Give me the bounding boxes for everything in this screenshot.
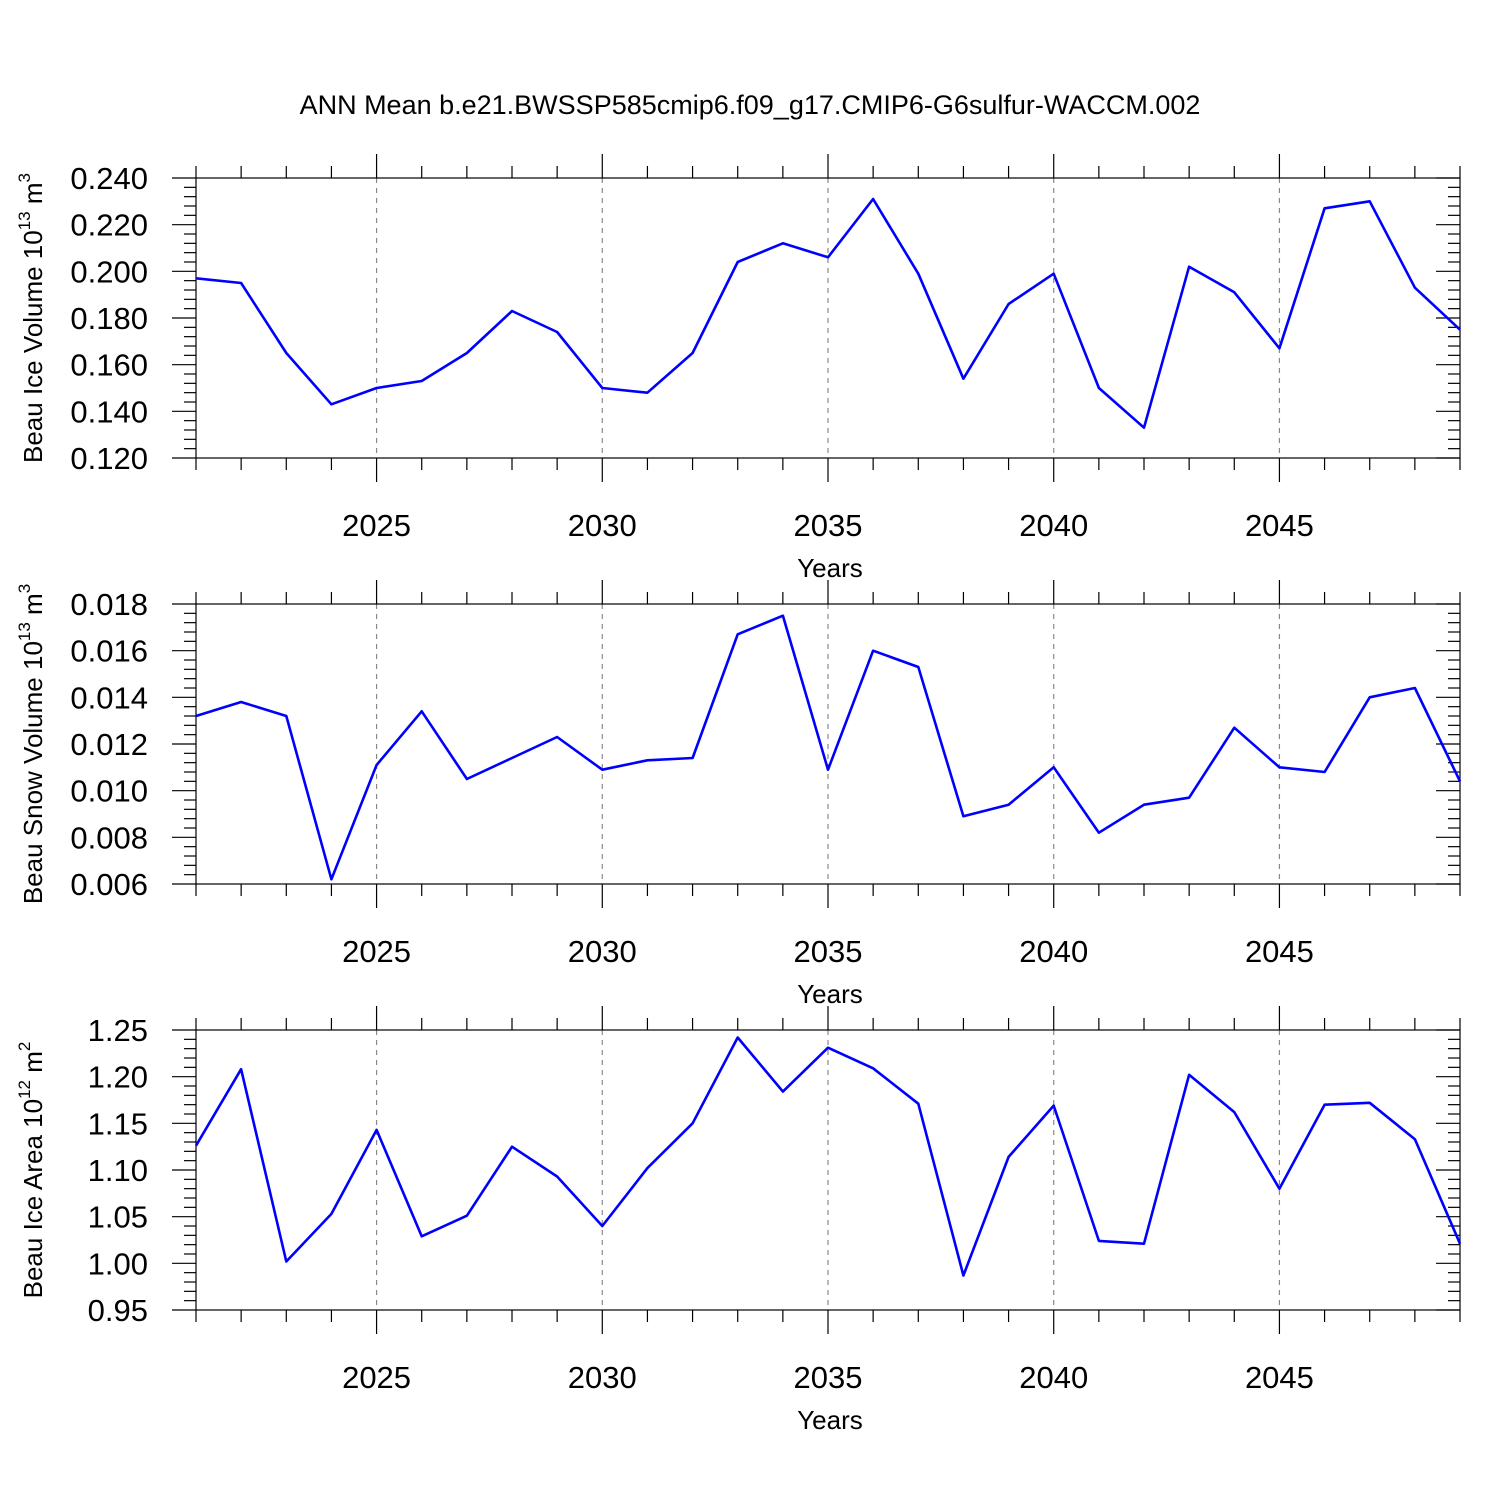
y-axis-label-unit: m (18, 593, 48, 622)
y-tick-label: 0.200 (70, 254, 148, 289)
x-tick-label: 2045 (1245, 508, 1314, 543)
x-axis-label: Years (797, 553, 863, 583)
y-tick-label: 0.018 (70, 587, 148, 622)
y-tick-label: 0.014 (70, 680, 148, 715)
y-tick-label: 1.00 (88, 1246, 148, 1281)
panels: 0.120 0.140 0.160 0.180 0.200 0.220 0.240 2025 2… (15, 154, 1462, 1435)
y-tick-label: 0.006 (70, 867, 148, 902)
x-tick-label: 2025 (342, 508, 411, 543)
x-tick-label: 2035 (794, 508, 863, 543)
y-axis-label: Beau Ice Area 1012 m2 (15, 1042, 48, 1299)
y-tick-label: 0.240 (70, 161, 148, 196)
x-axis-label: Years (797, 979, 863, 1009)
series-line (194, 1036, 1462, 1277)
figure-title: ANN Mean b.e21.BWSSP585cmip6.f09_g17.CMI… (300, 90, 1201, 120)
y-tick-label: 0.95 (88, 1293, 148, 1328)
chart-panel-2: 0.006 0.008 0.010 0.012 0.014 0.016 0.018 2025 2… (15, 580, 1462, 1009)
y-axis-label-unit-exponent: 2 (15, 1042, 34, 1051)
y-axis-label: Beau Ice Volume 1013 m3 (15, 173, 48, 463)
x-axis-label: Years (797, 1405, 863, 1435)
y-axis-label-unit-exponent: 3 (15, 584, 34, 593)
y-tick-label: 0.220 (70, 208, 148, 243)
x-tick-label: 2040 (1019, 934, 1088, 969)
y-axis-label-exponent: 13 (15, 622, 34, 641)
x-tick-label: 2025 (342, 1360, 411, 1395)
y-tick-label: 1.25 (88, 1013, 148, 1048)
x-tick-label: 2045 (1245, 934, 1314, 969)
y-axis-label-unit-exponent: 3 (15, 173, 34, 182)
y-axis-label-text: Beau Snow Volume 10 (18, 641, 48, 904)
y-tick-label: 0.008 (70, 820, 148, 855)
x-tick-label: 2025 (342, 934, 411, 969)
chart-panel-3: 0.95 1.00 1.05 1.10 1.15 1.20 1.25 2025 2030 2035… (15, 1006, 1462, 1435)
x-tick-label: 2035 (794, 934, 863, 969)
y-tick-label: 1.20 (88, 1060, 148, 1095)
y-axis-label-unit: m (18, 1051, 48, 1080)
y-tick-label: 1.10 (88, 1153, 148, 1188)
x-tick-label: 2030 (568, 1360, 637, 1395)
y-axis-label: Beau Snow Volume 1013 m3 (15, 584, 48, 904)
y-tick-label: 0.180 (70, 301, 148, 336)
y-axis-label-exponent: 12 (15, 1080, 34, 1099)
y-tick-label: 0.012 (70, 727, 148, 762)
y-tick-label: 0.120 (70, 441, 148, 476)
y-axis-label-unit: m (18, 182, 48, 211)
series-line (195, 614, 1462, 881)
x-tick-label: 2030 (568, 508, 637, 543)
y-tick-label: 1.05 (88, 1200, 148, 1235)
y-tick-label: 0.140 (70, 394, 148, 429)
y-tick-label: 0.160 (70, 348, 148, 383)
y-axis-label-exponent: 13 (15, 211, 34, 230)
y-tick-label: 0.016 (70, 634, 148, 669)
y-axis-label-text: Beau Ice Volume 10 (18, 230, 48, 463)
y-tick-label: 0.010 (70, 774, 148, 809)
x-tick-label: 2040 (1019, 508, 1088, 543)
y-tick-label: 1.15 (88, 1106, 148, 1141)
x-tick-label: 2035 (794, 1360, 863, 1395)
y-axis-label-text: Beau Ice Area 10 (18, 1099, 48, 1298)
x-tick-label: 2045 (1245, 1360, 1314, 1395)
x-tick-label: 2040 (1019, 1360, 1088, 1395)
chart-panel-1: 0.120 0.140 0.160 0.180 0.200 0.220 0.240 2025 2… (15, 154, 1461, 583)
x-tick-label: 2030 (568, 934, 637, 969)
series-line (195, 197, 1461, 430)
